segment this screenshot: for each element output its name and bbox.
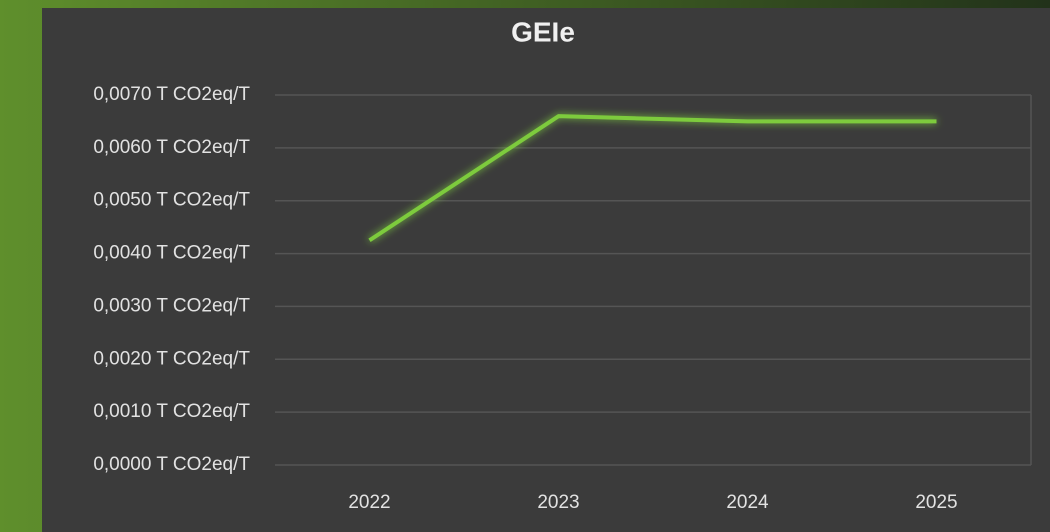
chart: GEIe 0,0000 T CO2eq/T 0,0010 T CO2eq/T 0,0…: [0, 0, 1050, 532]
y-tick-label: 0,0060 T CO2eq/T: [93, 137, 250, 158]
x-tick-label: 2024: [726, 492, 769, 513]
y-tick-label: 0,0050 T CO2eq/T: [93, 190, 250, 211]
y-tick-label: 0,0000 T CO2eq/T: [93, 454, 250, 475]
y-tick-label: 0,0010 T CO2eq/T: [93, 401, 250, 422]
x-tick-label: 2022: [348, 492, 390, 513]
y-tick-label: 0,0030 T CO2eq/T: [93, 295, 250, 316]
y-tick-label: 0,0020 T CO2eq/T: [93, 348, 250, 369]
x-tick-label: 2023: [537, 492, 579, 513]
chart-title: GEIe: [511, 16, 575, 47]
y-tick-label: 0,0070 T CO2eq/T: [93, 84, 250, 105]
x-tick-label: 2025: [915, 492, 957, 513]
y-tick-label: 0,0040 T CO2eq/T: [93, 243, 250, 264]
page: {"chart_data": {"type": "line", "title":…: [0, 0, 1050, 532]
